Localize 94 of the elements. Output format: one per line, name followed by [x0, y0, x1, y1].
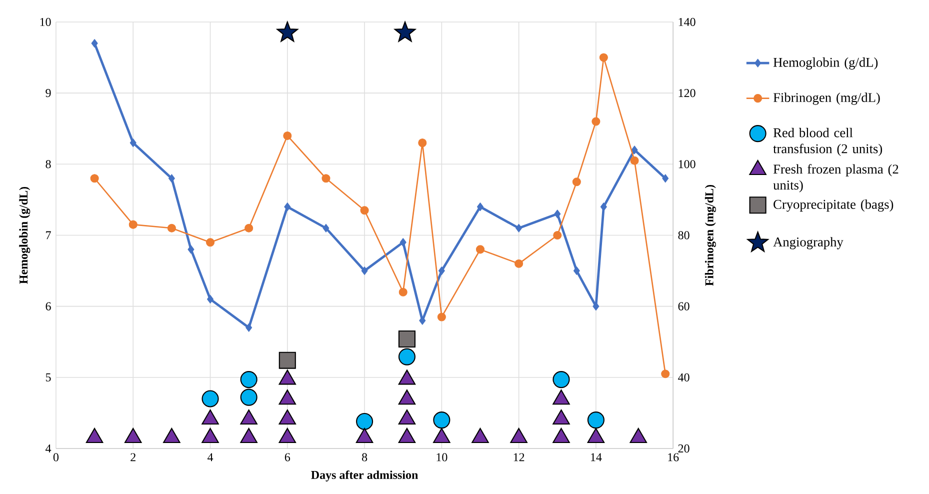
point — [202, 428, 219, 443]
point — [128, 220, 138, 229]
point — [130, 138, 136, 147]
x-tick-label: 12 — [514, 452, 524, 461]
legend-label: Red blood cell transfusion (2 units) — [773, 128, 882, 156]
point — [284, 202, 291, 211]
y-tick-label: 6 — [46, 302, 51, 310]
x-tick-label: 16 — [668, 452, 679, 462]
point — [438, 266, 445, 275]
point — [360, 206, 369, 214]
point — [361, 266, 368, 275]
x-tick-label: 10 — [436, 452, 448, 462]
point — [630, 428, 647, 443]
y2-tick-label: 40 — [678, 373, 690, 382]
point — [662, 174, 669, 182]
point — [246, 323, 252, 332]
y2-tick-label: 120 — [678, 88, 696, 97]
point — [90, 174, 99, 182]
point — [240, 428, 258, 443]
point — [552, 389, 570, 404]
point — [322, 224, 330, 232]
point — [573, 266, 580, 275]
y-tick-label: 8 — [46, 160, 51, 168]
x-tick-label: 14 — [591, 452, 602, 461]
point — [86, 428, 104, 443]
legend-label: Hemoglobin (g/dL) — [773, 57, 878, 70]
point — [398, 330, 416, 348]
point — [437, 312, 446, 322]
point — [419, 316, 426, 325]
point — [476, 202, 484, 211]
legend-label: Fibrinogen (mg/dL) — [773, 92, 880, 105]
y-tick-label: 9 — [46, 88, 51, 97]
y-axis-title: Hemoglobin (g/dL) — [19, 186, 30, 284]
point — [433, 428, 450, 443]
point — [472, 428, 489, 443]
y2-tick-label: 100 — [678, 160, 696, 168]
point — [398, 428, 416, 443]
point — [553, 230, 562, 240]
y-tick-label: 10 — [40, 18, 51, 26]
y-tick-label: 4 — [46, 444, 52, 452]
point — [398, 369, 416, 384]
point — [631, 145, 638, 154]
y2-tick-label: 20 — [678, 444, 690, 452]
x-tick-label: 0 — [53, 452, 59, 462]
y-tick-label: 5 — [46, 373, 51, 382]
x-tick-label: 8 — [362, 452, 368, 462]
y2-axis-title: Fibrinogen (mg/dL) — [704, 184, 716, 286]
point — [206, 238, 215, 246]
point — [202, 409, 219, 424]
point — [207, 294, 214, 304]
y2-tick-label: 60 — [678, 302, 690, 310]
point — [398, 389, 416, 404]
y-tick-label: 7 — [46, 231, 51, 239]
point — [356, 428, 374, 443]
point — [398, 288, 408, 296]
legend-label: Fresh frozen plasma (2 units) — [773, 164, 898, 192]
point — [163, 428, 180, 443]
point — [476, 244, 485, 254]
x-tick-label: 6 — [284, 452, 290, 462]
point — [278, 389, 296, 404]
x-axis-title: Days after admission — [311, 470, 418, 482]
point — [587, 428, 605, 443]
point — [124, 428, 142, 443]
point — [240, 409, 258, 424]
point — [572, 177, 581, 186]
point — [592, 117, 600, 126]
point — [278, 369, 296, 384]
x-tick-label: 4 — [207, 452, 214, 461]
legend-label: Cryoprecipitate (bags) — [774, 199, 894, 212]
point — [600, 202, 607, 211]
point — [188, 244, 194, 254]
point — [599, 53, 608, 62]
point — [278, 409, 296, 424]
point — [398, 409, 416, 424]
y2-tick-label: 80 — [678, 230, 690, 240]
x-tick-label: 2 — [130, 452, 136, 461]
point — [552, 428, 570, 443]
point — [630, 156, 639, 165]
point — [283, 131, 292, 140]
point — [554, 209, 561, 218]
point — [661, 369, 670, 378]
point — [244, 224, 254, 232]
point — [168, 174, 175, 182]
point — [418, 138, 427, 147]
point — [514, 259, 524, 268]
point — [400, 238, 406, 246]
point — [516, 224, 522, 232]
legend-label: Angiography — [773, 236, 844, 250]
point — [167, 224, 176, 232]
point — [278, 428, 296, 443]
point — [322, 174, 330, 182]
point — [510, 428, 528, 443]
point — [552, 409, 570, 424]
y2-tick-label: 140 — [678, 18, 696, 26]
